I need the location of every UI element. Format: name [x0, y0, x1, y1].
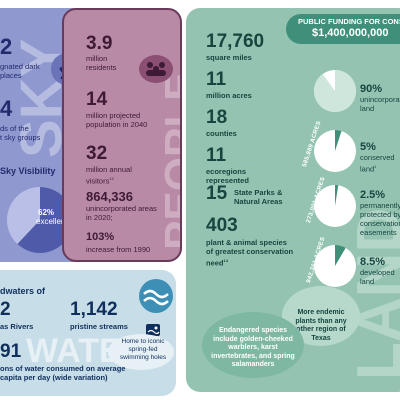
- endemic-note: More endemic plants than any other regio…: [295, 309, 347, 342]
- people-stat3-label: million annual visitors12: [86, 165, 148, 186]
- people-stat5-number: 103%: [86, 231, 115, 243]
- swimmer-icon: [146, 324, 160, 336]
- land-stat4-label: ecoregions represented: [206, 167, 249, 185]
- sky-stat2-label-b: t sky groups: [0, 133, 41, 142]
- people-group-icon: [139, 55, 173, 83]
- sky-stat2-number: 4: [0, 96, 13, 121]
- land-stat5-number: 15: [206, 183, 228, 204]
- water-stat3-label: ons of water consumed on average capita …: [0, 364, 126, 382]
- people-panel: PEOPLE 3.9 million residents 14 million …: [62, 8, 182, 262]
- land-stat6-sup: 14: [223, 258, 228, 263]
- funding-amount: $1,400,000,000: [312, 27, 389, 39]
- land-stat1-number: 17,760: [206, 31, 265, 52]
- sky-stat2-label-a: ds of the: [0, 124, 29, 133]
- people-stat1-label: million residents: [86, 54, 117, 72]
- land-stat6-label: plant & animal species of greatest conse…: [206, 238, 296, 268]
- land-stat5-label: State Parks & Natural Areas: [234, 188, 283, 206]
- people-stat1-number: 3.9: [86, 33, 113, 54]
- land-stat3-label: counties: [206, 129, 237, 138]
- land-panel: LAND PUBLIC FUNDING FOR CONSERVA $1,400,…: [186, 8, 400, 392]
- land-pie-slice-3: [335, 245, 346, 266]
- land-pie-percent-3: 8.5%: [360, 256, 386, 268]
- sky-stat1-number: 2: [0, 34, 13, 59]
- funding-title: PUBLIC FUNDING FOR CONSERVA: [298, 17, 400, 26]
- people-stat2-label: million projected population in 2040: [86, 111, 148, 129]
- land-pie-sup-1: 1: [374, 164, 377, 169]
- land-pie-label-2: 2.5% permanently protected by conservati…: [360, 189, 400, 237]
- land-pie-slice-2: [335, 185, 339, 206]
- water-stat2-label: pristine streams: [70, 322, 128, 331]
- sky-pie-percent: 62%: [38, 208, 55, 217]
- funding-banner: [286, 14, 400, 44]
- sky-stat1-label-a: gnated dark: [0, 62, 40, 71]
- sky-stat1-label-b: places: [0, 71, 22, 80]
- land-pie-text-1: conserved land: [360, 153, 395, 174]
- water-stat1-number: 2: [0, 299, 11, 320]
- land-pie-label-1: 5% conserved land1: [360, 141, 400, 174]
- land-pie-percent-2: 2.5%: [360, 189, 386, 201]
- people-stat3-label-text: million annual visitors: [86, 165, 132, 186]
- people-stat5-label: increase from 1990: [86, 245, 151, 254]
- people-stat2-number: 14: [86, 89, 108, 110]
- land-pie-percent-0: 90%: [360, 83, 383, 95]
- land-pie-text-2: permanently protected by conservation ea…: [360, 201, 400, 237]
- land-pie-slice-0: [314, 70, 356, 112]
- water-headline: dwaters of: [0, 286, 46, 296]
- sky-visibility-label: Sky Visibility: [0, 166, 56, 176]
- swim-note: Home to iconic spring-fed swimming holes: [119, 338, 167, 361]
- land-stat3-number: 18: [206, 107, 228, 128]
- land-pie-label-0: 90% unincorporated land: [360, 83, 400, 113]
- water-stat1-label: as Rivers: [0, 322, 34, 331]
- wave-icon: [139, 279, 173, 313]
- sky-pie-slice: [17, 187, 73, 253]
- sky-visibility-pie: [7, 187, 73, 253]
- land-stat6-number: 403: [206, 215, 238, 236]
- sky-pie-word: excellent: [36, 217, 68, 226]
- water-panel: WATER dwaters of 2 as Rivers 1,142 prist…: [0, 270, 176, 396]
- species-bubble: [202, 312, 304, 378]
- land-pie-slice-1: [335, 130, 342, 151]
- land-stat1-label: square miles: [206, 53, 252, 62]
- people-stat4-label: unincorporated areas in 2020;: [86, 204, 157, 222]
- people-stat3-number: 32: [86, 143, 108, 164]
- land-pie-text-3: developed land: [360, 268, 395, 286]
- land-pies: [314, 70, 356, 287]
- people-stat3-sup: 12: [109, 176, 114, 181]
- land-stat2-number: 11: [206, 69, 227, 90]
- land-pie-percent-1: 5%: [360, 141, 376, 153]
- land-stat6-label-text: plant & animal species of greatest conse…: [206, 238, 294, 268]
- water-stat3-number: 91: [0, 341, 22, 362]
- water-stat2-number: 1,142: [70, 299, 118, 320]
- swim-bubble: [108, 334, 174, 370]
- land-stat2-label: million acres: [206, 91, 252, 100]
- people-stat4-number: 864,336: [86, 189, 133, 204]
- people-watermark: PEOPLE: [156, 71, 182, 251]
- land-pie-text-0: unincorporated land: [360, 95, 400, 113]
- land-stat4-number: 11: [206, 145, 227, 166]
- land-pie-label-3: 8.5% developed land: [360, 256, 400, 286]
- species-note: Endangered species include golden-cheeke…: [211, 327, 295, 368]
